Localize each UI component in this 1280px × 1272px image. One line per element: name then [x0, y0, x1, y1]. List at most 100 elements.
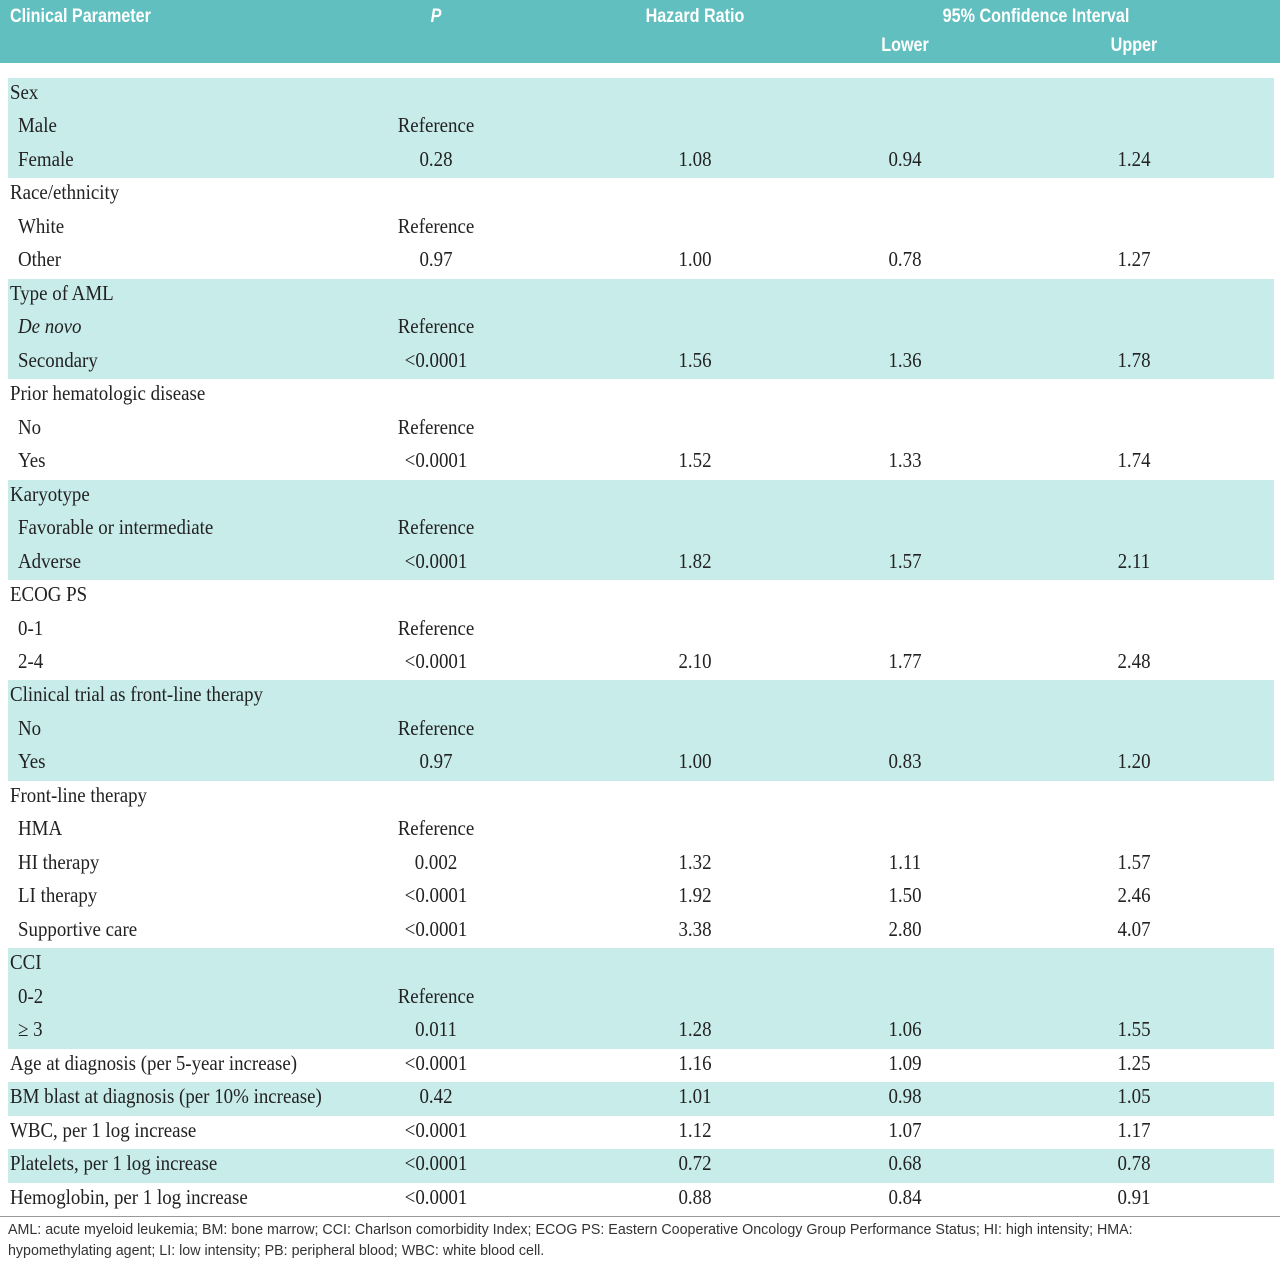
- value-cell: Reference: [397, 213, 475, 238]
- value-cell: 0.28: [419, 146, 453, 171]
- value-cell: 0.002: [414, 849, 458, 874]
- value-cell: 1.07: [888, 1117, 922, 1142]
- value-cell: 1.17: [1117, 1117, 1151, 1142]
- value-cell: Reference: [397, 715, 475, 740]
- header-parameter: Clinical Parameter: [10, 6, 151, 27]
- value-cell: 1.16: [678, 1050, 712, 1075]
- value-cell: 1.82: [678, 548, 712, 573]
- value-cell: 0.97: [419, 247, 453, 272]
- value-cell: 1.56: [678, 347, 712, 372]
- row-band: [8, 1149, 1274, 1183]
- value-cell: 0.91: [1117, 1184, 1151, 1209]
- group-title: Type of AML: [10, 280, 114, 305]
- value-cell: 1.77: [888, 648, 922, 673]
- value-cell: 1.36: [888, 347, 922, 372]
- row-label: HMA: [18, 816, 63, 841]
- row-label: Other: [18, 247, 62, 272]
- row-label: De novo: [18, 314, 82, 339]
- footnote-rule: [0, 1216, 1280, 1217]
- value-cell: 2.46: [1117, 883, 1151, 908]
- value-cell: <0.0001: [404, 347, 468, 372]
- value-cell: <0.0001: [404, 448, 468, 473]
- value-cell: 0.78: [1117, 1151, 1151, 1176]
- footnote: AML: acute myeloid leukemia; BM: bone ma…: [8, 1221, 1133, 1259]
- row-label: Secondary: [18, 347, 98, 372]
- row-band: [8, 1082, 1274, 1116]
- row-label: No: [18, 414, 42, 439]
- row-label: LI therapy: [18, 883, 98, 908]
- header-hr: Hazard Ratio: [645, 6, 745, 27]
- value-cell: 1.57: [888, 548, 922, 573]
- value-cell: <0.0001: [404, 648, 468, 673]
- row-label: 0-1: [18, 615, 44, 640]
- row-label: Age at diagnosis (per 5-year increase): [10, 1050, 298, 1075]
- value-cell: <0.0001: [404, 1184, 468, 1209]
- group-title: Prior hematologic disease: [10, 381, 206, 406]
- value-cell: 4.07: [1117, 916, 1151, 941]
- value-cell: 1.00: [678, 247, 712, 272]
- value-cell: Reference: [397, 414, 475, 439]
- value-cell: 1.32: [678, 849, 712, 874]
- value-cell: 1.00: [678, 749, 712, 774]
- value-cell: 0.72: [678, 1151, 712, 1176]
- value-cell: 0.78: [888, 247, 922, 272]
- row-label: Female: [18, 146, 74, 171]
- row-label: 0-2: [18, 983, 44, 1008]
- value-cell: 1.78: [1117, 347, 1151, 372]
- value-cell: Reference: [397, 983, 475, 1008]
- row-band: [8, 680, 1274, 781]
- value-cell: 2.48: [1117, 648, 1151, 673]
- value-cell: <0.0001: [404, 1151, 468, 1176]
- value-cell: <0.0001: [404, 1050, 468, 1075]
- value-cell: 0.94: [888, 146, 922, 171]
- value-cell: 1.08: [678, 146, 712, 171]
- value-cell: Reference: [397, 515, 475, 540]
- value-cell: 1.09: [888, 1050, 922, 1075]
- value-cell: Reference: [397, 113, 475, 138]
- value-cell: 0.88: [678, 1184, 712, 1209]
- row-label: BM blast at diagnosis (per 10% increase): [10, 1084, 322, 1109]
- value-cell: 1.05: [1117, 1084, 1151, 1109]
- row-label: Adverse: [18, 548, 81, 573]
- value-cell: <0.0001: [404, 548, 468, 573]
- value-cell: <0.0001: [404, 916, 468, 941]
- value-cell: 1.25: [1117, 1050, 1151, 1075]
- value-cell: Reference: [397, 615, 475, 640]
- row-band: [8, 580, 1274, 681]
- value-cell: 0.98: [888, 1084, 922, 1109]
- row-band: [8, 1182, 1274, 1216]
- value-cell: 0.68: [888, 1151, 922, 1176]
- value-cell: 1.50: [888, 883, 922, 908]
- header-p: P: [430, 6, 442, 27]
- row-band: [8, 948, 1274, 1049]
- value-cell: 1.11: [888, 849, 922, 874]
- header-ci: 95% Confidence Interval: [942, 6, 1130, 27]
- header-lower: Lower: [881, 35, 929, 56]
- row-band: [8, 1048, 1274, 1083]
- group-title: Sex: [10, 80, 39, 104]
- value-cell: 1.57: [1117, 849, 1151, 874]
- row-band: [8, 78, 1274, 179]
- row-label: 2-4: [18, 648, 44, 673]
- row-label: Favorable or intermediate: [18, 515, 214, 540]
- header-bar: [0, 0, 1280, 63]
- value-cell: 2.80: [888, 916, 922, 941]
- value-cell: 1.06: [888, 1017, 922, 1042]
- value-cell: 2.11: [1117, 548, 1151, 573]
- row-label: Male: [18, 113, 57, 138]
- group-title: Front-line therapy: [10, 782, 147, 807]
- value-cell: 1.27: [1117, 247, 1151, 272]
- row-label: Hemoglobin, per 1 log increase: [10, 1184, 248, 1209]
- row-label: WBC, per 1 log increase: [10, 1117, 197, 1142]
- value-cell: 0.42: [419, 1084, 453, 1109]
- row-label: White: [18, 213, 65, 238]
- row-label: Platelets, per 1 log increase: [10, 1151, 218, 1176]
- value-cell: 1.28: [678, 1017, 712, 1042]
- value-cell: <0.0001: [404, 1117, 468, 1142]
- value-cell: Reference: [397, 816, 475, 841]
- value-cell: 0.84: [888, 1184, 922, 1209]
- row-label: Yes: [18, 749, 46, 774]
- row-band: [8, 479, 1274, 581]
- header-upper: Upper: [1110, 35, 1158, 56]
